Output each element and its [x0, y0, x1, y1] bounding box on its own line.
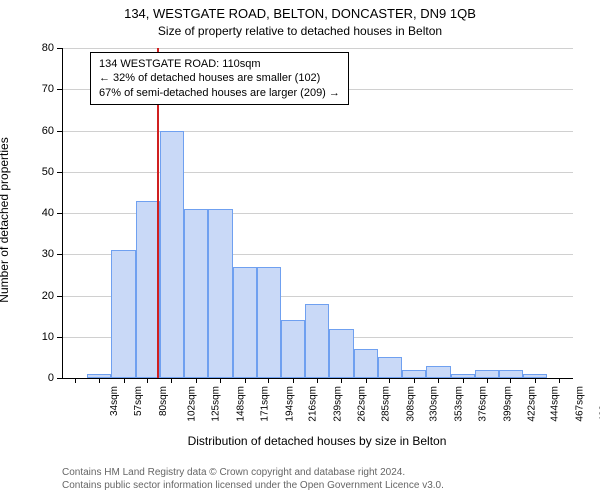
chart-title-sub: Size of property relative to detached ho… — [0, 24, 600, 38]
ytick-mark — [57, 254, 62, 255]
xtick-mark — [124, 378, 125, 383]
xtick-label: 467sqm — [574, 386, 585, 422]
histogram-bar — [257, 267, 281, 378]
histogram-bar — [184, 209, 208, 378]
ytick-label: 80 — [24, 42, 54, 54]
xtick-mark — [510, 378, 511, 383]
xtick-mark — [220, 378, 221, 383]
ytick-mark — [57, 378, 62, 379]
ytick-label: 50 — [24, 166, 54, 178]
ytick-mark — [57, 131, 62, 132]
xtick-label: 34sqm — [109, 386, 120, 416]
xtick-mark — [245, 378, 246, 383]
ytick-label: 10 — [24, 331, 54, 343]
footer-line-1: Contains HM Land Registry data © Crown c… — [62, 466, 444, 479]
annotation-line-1: 134 WESTGATE ROAD: 110sqm — [99, 57, 340, 71]
histogram-bar — [475, 370, 499, 378]
xtick-mark — [414, 378, 415, 383]
chart-title-main: 134, WESTGATE ROAD, BELTON, DONCASTER, D… — [0, 6, 600, 21]
xtick-label: 194sqm — [284, 386, 295, 422]
histogram-bar — [426, 366, 450, 378]
grid-line — [63, 131, 573, 132]
histogram-bar — [111, 250, 135, 378]
xtick-mark — [559, 378, 560, 383]
annotation-line-2: ← 32% of detached houses are smaller (10… — [99, 71, 340, 85]
xtick-mark — [487, 378, 488, 383]
histogram-bar — [208, 209, 232, 378]
xtick-label: 376sqm — [478, 386, 489, 422]
ytick-mark — [57, 337, 62, 338]
ytick-label: 70 — [24, 83, 54, 95]
xtick-label: 171sqm — [260, 386, 271, 422]
xtick-mark — [196, 378, 197, 383]
xtick-mark — [535, 378, 536, 383]
xtick-mark — [317, 378, 318, 383]
xtick-label: 239sqm — [332, 386, 343, 422]
xtick-label: 399sqm — [502, 386, 513, 422]
xtick-label: 330sqm — [429, 386, 440, 422]
xtick-label: 444sqm — [550, 386, 561, 422]
ytick-label: 20 — [24, 290, 54, 302]
xtick-label: 102sqm — [187, 386, 198, 422]
xtick-label: 422sqm — [527, 386, 538, 422]
y-axis-label: Number of detached properties — [0, 120, 11, 320]
ytick-label: 30 — [24, 248, 54, 260]
xtick-label: 308sqm — [405, 386, 416, 422]
xtick-label: 148sqm — [235, 386, 246, 422]
histogram-bar — [499, 370, 523, 378]
xtick-label: 80sqm — [158, 386, 169, 416]
ytick-mark — [57, 172, 62, 173]
xtick-label: 125sqm — [211, 386, 222, 422]
histogram-bar — [354, 349, 378, 378]
xtick-mark — [341, 378, 342, 383]
histogram-bar — [402, 370, 426, 378]
xtick-mark — [99, 378, 100, 383]
histogram-bar — [305, 304, 329, 378]
histogram-bar — [281, 320, 305, 378]
histogram-bar — [378, 357, 402, 378]
ytick-mark — [57, 296, 62, 297]
xtick-mark — [463, 378, 464, 383]
xtick-mark — [268, 378, 269, 383]
xtick-mark — [147, 378, 148, 383]
xtick-mark — [438, 378, 439, 383]
xtick-label: 285sqm — [381, 386, 392, 422]
annotation-box: 134 WESTGATE ROAD: 110sqm ← 32% of detac… — [90, 52, 349, 105]
xtick-mark — [366, 378, 367, 383]
histogram-bar — [329, 329, 353, 379]
xtick-label: 57sqm — [133, 386, 144, 416]
xtick-label: 262sqm — [357, 386, 368, 422]
xtick-mark — [389, 378, 390, 383]
grid-line — [63, 172, 573, 173]
xtick-label: 216sqm — [308, 386, 319, 422]
grid-line — [63, 48, 573, 49]
histogram-bar — [233, 267, 257, 378]
ytick-label: 40 — [24, 207, 54, 219]
ytick-label: 60 — [24, 125, 54, 137]
xtick-label: 353sqm — [453, 386, 464, 422]
histogram-bar — [160, 131, 184, 379]
ytick-mark — [57, 89, 62, 90]
footer-attribution: Contains HM Land Registry data © Crown c… — [62, 466, 444, 492]
xtick-mark — [75, 378, 76, 383]
x-axis-label: Distribution of detached houses by size … — [62, 434, 572, 448]
xtick-mark — [293, 378, 294, 383]
xtick-mark — [171, 378, 172, 383]
ytick-mark — [57, 48, 62, 49]
ytick-mark — [57, 213, 62, 214]
chart-container: 134, WESTGATE ROAD, BELTON, DONCASTER, D… — [0, 0, 600, 500]
footer-line-2: Contains public sector information licen… — [62, 479, 444, 492]
ytick-label: 0 — [24, 372, 54, 384]
annotation-line-3: 67% of semi-detached houses are larger (… — [99, 86, 340, 100]
